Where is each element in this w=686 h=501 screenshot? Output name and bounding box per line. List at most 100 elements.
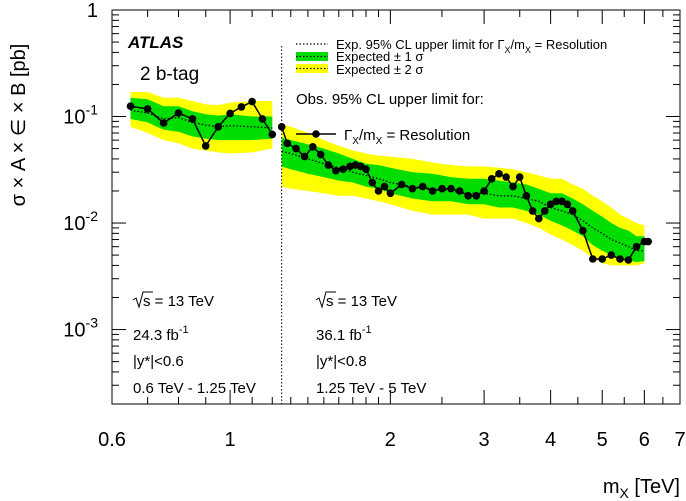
- observed-point: [528, 207, 537, 215]
- right_region-sqrt-s: s = 13 TeV: [315, 291, 397, 310]
- left_region-sqrt-s: s = 13 TeV: [132, 291, 214, 310]
- right_region-lumi: 36.1 fb-1: [316, 324, 372, 344]
- observed-point: [143, 105, 152, 113]
- sqrt-symbol: [132, 291, 153, 309]
- y-tick-label: 10-3: [63, 315, 98, 342]
- observed-point: [283, 139, 292, 148]
- left_region-mass-range: 0.6 TeV - 1.25 TeV: [133, 380, 256, 397]
- observed-point: [226, 109, 234, 118]
- observed-point: [316, 150, 325, 159]
- sqrt-s-text: s = 13 TeV: [143, 293, 214, 310]
- y-tick-exp: -3: [86, 315, 99, 331]
- observed-point: [268, 130, 277, 139]
- right_region-mass-range: 1.25 TeV - 5 TeV: [316, 380, 426, 397]
- observed-point: [552, 197, 561, 206]
- observed-point: [339, 165, 347, 173]
- atlas-label: ATLAS: [127, 33, 184, 52]
- observed-point: [386, 189, 395, 198]
- sqrt-s-text: s = 13 TeV: [326, 293, 397, 310]
- observed-point: [546, 200, 555, 209]
- uncertainty-bands: [130, 92, 645, 266]
- observed-point: [624, 256, 633, 264]
- x-tick-label: 7: [674, 429, 685, 451]
- axis-ticks: [111, 9, 681, 405]
- plot-frame: [111, 9, 681, 405]
- legend-observed-marker: [312, 130, 320, 138]
- x-tick-label: 5: [597, 429, 608, 451]
- observed-point: [472, 192, 481, 200]
- x-tick-label: 2: [385, 429, 396, 451]
- observed-point: [502, 173, 510, 181]
- observed-point: [159, 119, 168, 127]
- x-tick-label: 3: [479, 429, 490, 451]
- observed-point: [188, 115, 197, 123]
- observed-point: [616, 255, 624, 263]
- observed-point: [522, 192, 531, 200]
- observed-point: [368, 178, 377, 187]
- observed-point: [362, 165, 370, 173]
- observed-point: [300, 152, 309, 161]
- observed-point: [535, 214, 543, 223]
- observed-point: [579, 226, 587, 235]
- observed-point: [568, 207, 577, 215]
- legend-band1-swatch: [296, 52, 328, 61]
- legend-observed-header: Obs. 95% CL upper limit for:: [296, 91, 484, 108]
- y-tick-base: 10: [63, 320, 85, 342]
- x-tick-label: 0.6: [98, 429, 126, 451]
- observed-point: [237, 103, 246, 111]
- observed-point: [598, 255, 606, 263]
- x-tick-label: 4: [545, 429, 556, 451]
- y-tick-base: 1: [87, 0, 98, 22]
- y-tick-base: 10: [63, 213, 85, 235]
- observed-point: [126, 102, 135, 110]
- y-axis-title: σ × A × ∈ × B [pb]: [8, 44, 30, 207]
- observed-point: [292, 144, 300, 153]
- observed-point: [515, 173, 524, 181]
- observed-point: [480, 187, 488, 195]
- x-tick-label: 6: [639, 429, 650, 451]
- observed-point: [541, 207, 549, 215]
- legend-band2-swatch: [296, 64, 328, 73]
- observed-point: [464, 192, 473, 200]
- observed-point: [644, 237, 652, 246]
- sqrt-symbol: [315, 291, 336, 309]
- y-tick-label: 10-1: [63, 102, 98, 129]
- observed-point: [277, 123, 286, 131]
- observed-point: [332, 166, 340, 175]
- observed-point: [632, 242, 641, 251]
- x-axis-title: mX [TeV]: [603, 476, 680, 501]
- x-tick-label: 1: [225, 429, 236, 451]
- observed-point: [418, 182, 427, 191]
- tag-label: 2 b-tag: [140, 64, 199, 85]
- observed-point: [374, 187, 383, 195]
- legend-band2-label: Expected ± 2 σ: [336, 62, 423, 77]
- observed-point: [380, 182, 389, 191]
- band-1sigma-2: [281, 137, 645, 263]
- y-tick-exp: -2: [86, 208, 99, 224]
- observed-point: [495, 170, 503, 178]
- observed-point: [487, 175, 496, 183]
- observed-point: [438, 184, 446, 193]
- observed-point: [324, 161, 333, 169]
- y-tick-label: 10-2: [63, 208, 98, 235]
- observed-point: [447, 184, 455, 193]
- observed-point: [408, 184, 417, 193]
- legend-expected-label: Exp. 95% CL upper limit for ΓX/mX = Reso…: [336, 37, 607, 55]
- observed-point: [428, 187, 437, 195]
- legend-observed-label: ΓX/mX = Resolution: [344, 127, 470, 147]
- observed-point: [309, 143, 317, 151]
- y-tick-base: 10: [63, 107, 85, 129]
- y-tick-exp: -1: [86, 102, 99, 118]
- legend-band1-label: Expected ± 1 σ: [336, 49, 423, 64]
- observed-point: [174, 109, 183, 117]
- left_region-lumi: 24.3 fb-1: [133, 324, 189, 344]
- observed-point: [214, 123, 222, 131]
- observed-point: [201, 142, 210, 150]
- observed-point: [607, 251, 616, 259]
- right_region-rapidity: |y*|<0.8: [316, 353, 367, 370]
- legend: Exp. 95% CL upper limit for ΓX/mX = Reso…: [296, 37, 607, 147]
- band-1sigma-1: [130, 97, 273, 141]
- observed-point: [258, 115, 267, 123]
